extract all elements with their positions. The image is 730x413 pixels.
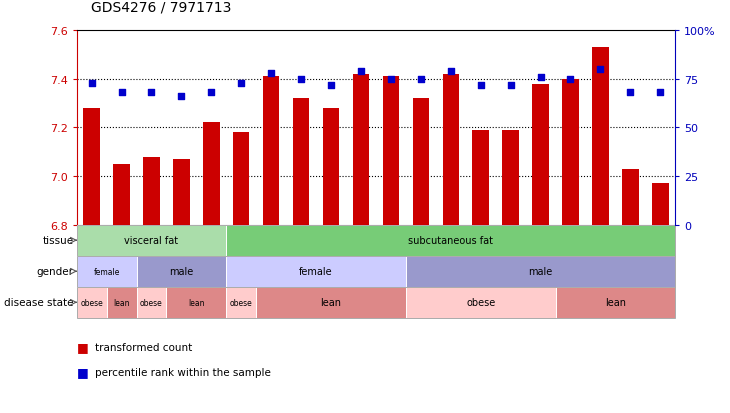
Text: lean: lean bbox=[605, 297, 626, 308]
Point bbox=[625, 90, 637, 96]
Point bbox=[505, 82, 517, 89]
Point bbox=[115, 90, 128, 96]
Bar bbox=[293, 99, 310, 225]
Text: ■: ■ bbox=[77, 365, 88, 378]
Bar bbox=[107, 287, 137, 318]
Bar bbox=[143, 157, 160, 225]
Text: lean: lean bbox=[188, 298, 204, 307]
Point bbox=[145, 90, 158, 96]
Text: male: male bbox=[529, 266, 553, 277]
Text: visceral fat: visceral fat bbox=[124, 235, 179, 246]
Bar bbox=[77, 287, 107, 318]
Bar bbox=[77, 256, 137, 287]
Bar bbox=[77, 225, 226, 256]
Bar bbox=[562, 80, 579, 225]
Bar bbox=[406, 256, 675, 287]
Bar bbox=[652, 184, 669, 225]
Text: obese: obese bbox=[80, 298, 103, 307]
Text: obese: obese bbox=[140, 298, 163, 307]
Point bbox=[295, 76, 307, 83]
Bar bbox=[353, 75, 369, 225]
Text: disease state: disease state bbox=[4, 297, 74, 308]
Bar bbox=[412, 99, 429, 225]
Bar bbox=[113, 164, 130, 225]
Bar bbox=[226, 287, 256, 318]
Bar bbox=[442, 75, 459, 225]
Text: tissue: tissue bbox=[42, 235, 74, 246]
Bar bbox=[166, 287, 226, 318]
Point bbox=[175, 94, 187, 100]
Bar bbox=[256, 287, 406, 318]
Bar bbox=[556, 287, 675, 318]
Bar bbox=[203, 123, 220, 225]
Bar bbox=[323, 109, 339, 225]
Point bbox=[475, 82, 487, 89]
Text: female: female bbox=[299, 266, 333, 277]
Text: lean: lean bbox=[320, 297, 342, 308]
Point bbox=[326, 82, 337, 89]
Bar bbox=[263, 77, 280, 225]
Text: GDS4276 / 7971713: GDS4276 / 7971713 bbox=[91, 0, 231, 14]
Bar bbox=[622, 169, 639, 225]
Point bbox=[235, 80, 247, 87]
Bar bbox=[137, 256, 226, 287]
Bar bbox=[532, 84, 549, 225]
Text: ■: ■ bbox=[77, 340, 88, 354]
Text: obese: obese bbox=[230, 298, 253, 307]
Bar bbox=[226, 225, 675, 256]
Text: percentile rank within the sample: percentile rank within the sample bbox=[95, 367, 271, 377]
Point bbox=[655, 90, 666, 96]
Bar bbox=[406, 287, 556, 318]
Point bbox=[385, 76, 397, 83]
Bar bbox=[173, 159, 190, 225]
Bar bbox=[472, 131, 489, 225]
Point bbox=[86, 80, 98, 87]
Bar bbox=[83, 109, 100, 225]
Text: obese: obese bbox=[466, 297, 496, 308]
Point bbox=[595, 66, 607, 73]
Text: transformed count: transformed count bbox=[95, 342, 192, 352]
Point bbox=[266, 70, 277, 77]
Bar bbox=[226, 256, 406, 287]
Point bbox=[445, 69, 457, 75]
Bar bbox=[592, 48, 609, 225]
Point bbox=[415, 76, 426, 83]
Point bbox=[206, 90, 218, 96]
Text: gender: gender bbox=[36, 266, 74, 277]
Bar bbox=[137, 287, 166, 318]
Bar bbox=[233, 133, 250, 225]
Text: male: male bbox=[169, 266, 193, 277]
Point bbox=[534, 74, 546, 81]
Point bbox=[565, 76, 577, 83]
Bar bbox=[383, 77, 399, 225]
Text: female: female bbox=[93, 267, 120, 276]
Text: subcutaneous fat: subcutaneous fat bbox=[408, 235, 493, 246]
Point bbox=[355, 69, 366, 75]
Text: lean: lean bbox=[113, 298, 130, 307]
Bar bbox=[502, 131, 519, 225]
